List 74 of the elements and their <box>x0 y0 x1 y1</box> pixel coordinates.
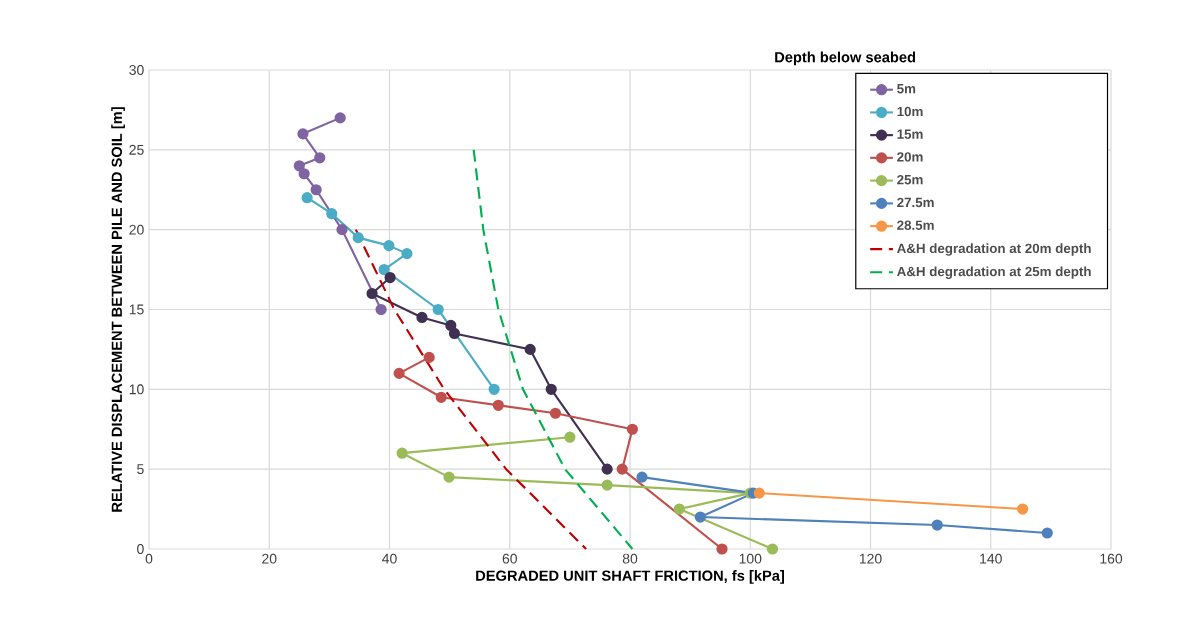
line-series <box>354 228 588 551</box>
x-tick-label: 0 <box>145 553 153 564</box>
point <box>549 407 562 419</box>
point <box>492 399 504 411</box>
point <box>336 224 348 236</box>
point <box>301 192 313 204</box>
x-tick-label: 40 <box>382 553 397 564</box>
legend-label: A&H degradation at 20m depth <box>897 243 1091 256</box>
point <box>366 287 378 300</box>
line-series <box>472 148 634 551</box>
point <box>753 487 765 499</box>
point <box>326 208 338 220</box>
x-tick-label: 20 <box>262 553 277 564</box>
point <box>310 184 322 196</box>
point <box>375 303 387 316</box>
point <box>1041 527 1053 539</box>
y-axis-title: RELATIVE DISPLACEMENT BETWEEN PILE AND SOIL [m] <box>111 107 125 512</box>
point <box>314 152 326 164</box>
point <box>616 463 628 475</box>
legend-label: 25m <box>897 174 923 185</box>
point <box>626 423 639 435</box>
legend-label: A&H degradation at 25m depth <box>897 266 1091 279</box>
point <box>383 240 395 252</box>
point <box>293 160 305 172</box>
point <box>448 327 461 340</box>
y-tick-label: 15 <box>129 304 144 315</box>
x-tick-label: 80 <box>622 553 638 564</box>
y-tick-label: 30 <box>129 65 144 75</box>
point <box>694 511 706 523</box>
point <box>384 271 396 284</box>
x-tick-label: 120 <box>859 553 882 564</box>
x-tick-label: 60 <box>502 553 517 564</box>
point <box>432 303 444 316</box>
point <box>601 463 613 475</box>
y-tick-label: 25 <box>129 144 144 155</box>
point <box>423 351 435 363</box>
x-axis-title: DEGRADED UNIT SHAFT FRICTION, fs [kPa] <box>476 570 784 584</box>
y-tick-label: 20 <box>129 224 144 235</box>
legend-label: 5m <box>897 84 916 94</box>
point <box>435 391 447 403</box>
y-tick-label: 5 <box>137 464 144 475</box>
point <box>396 447 408 459</box>
point <box>766 543 779 555</box>
point <box>298 168 310 180</box>
point <box>601 479 613 491</box>
point <box>488 383 500 395</box>
legend-label: 28.5m <box>897 220 934 230</box>
point <box>716 543 728 555</box>
legend-label: 10m <box>897 106 923 117</box>
y-tick-label: 0 <box>137 544 144 554</box>
point <box>393 367 405 379</box>
x-tick-label: 140 <box>980 553 1002 564</box>
x-tick-label: 160 <box>1100 553 1123 564</box>
y-tick-label: 10 <box>129 384 144 395</box>
point <box>378 263 390 276</box>
point <box>334 112 346 124</box>
point <box>545 383 557 395</box>
point <box>416 311 428 324</box>
point <box>524 343 536 356</box>
point <box>673 503 685 515</box>
point <box>564 431 576 443</box>
legend-title: Depth below seabed <box>775 51 916 66</box>
point <box>352 232 364 244</box>
point <box>931 519 943 531</box>
point <box>297 128 309 140</box>
legend-label: 20m <box>897 152 923 162</box>
x-tick-label: 100 <box>739 553 762 564</box>
point <box>636 471 648 483</box>
point <box>443 471 455 483</box>
point <box>1017 503 1029 515</box>
legend-label: 15m <box>897 129 923 139</box>
point <box>401 248 413 260</box>
legend-label: 27.5m <box>897 197 934 208</box>
point <box>445 319 457 332</box>
